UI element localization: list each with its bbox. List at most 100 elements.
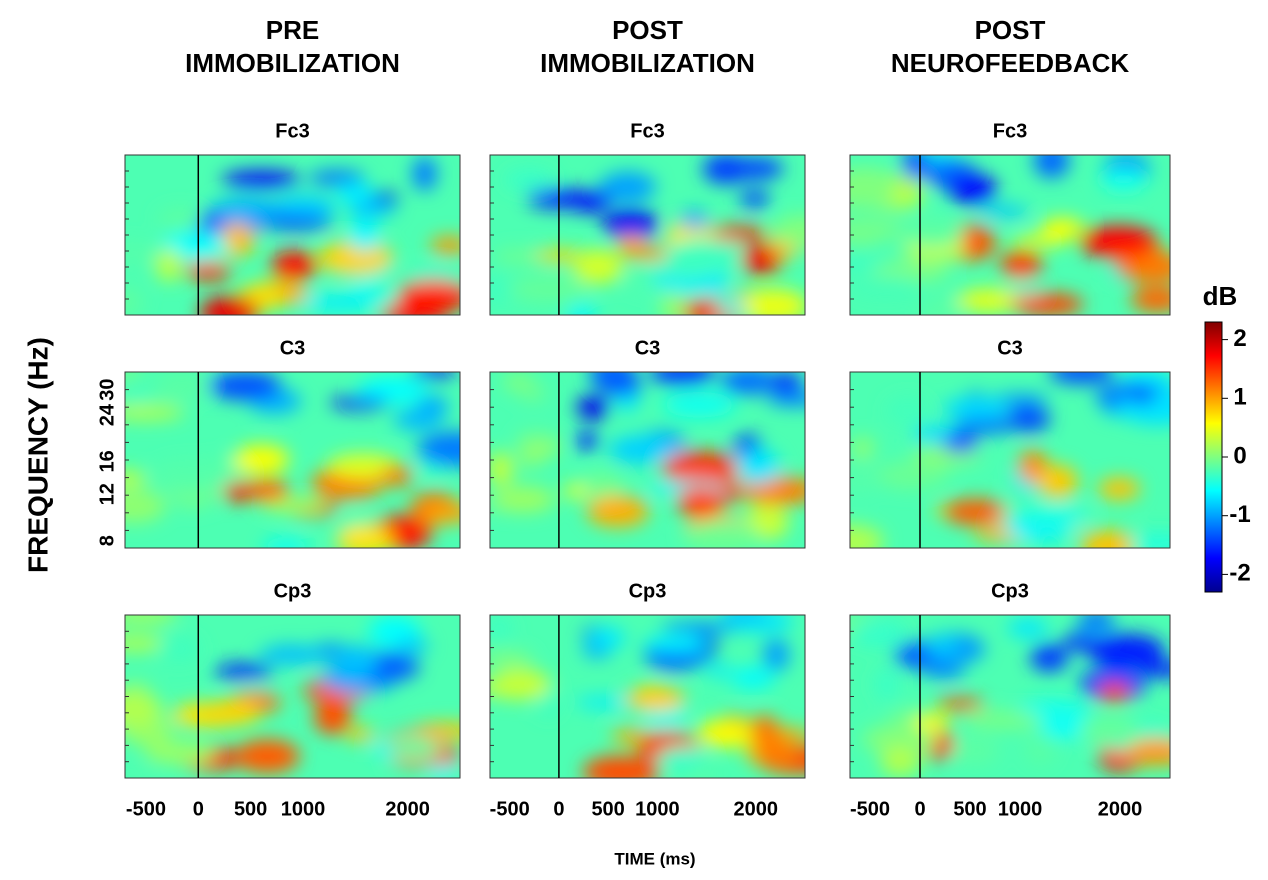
column-title: PRE [266,15,319,45]
blob [336,182,374,204]
blob [913,712,950,732]
blob [158,208,203,231]
blob [262,537,310,548]
y-tick-label: 16 [96,450,118,472]
x-tick-label: 1000 [998,798,1043,820]
blob [349,217,380,252]
blob [1037,464,1078,499]
blob [737,288,805,315]
blob [573,248,624,285]
blob [586,495,649,528]
blob [125,765,159,778]
blob [936,698,985,711]
blob [345,728,376,742]
x-axis-label: TIME (ms) [614,849,695,868]
blob [850,275,923,298]
blob [599,171,656,202]
blob [720,372,777,395]
blob [850,218,905,241]
blob [714,301,750,315]
blob [1012,234,1069,247]
blob [954,416,1018,435]
x-tick-label: 500 [591,798,624,820]
blob [144,741,215,765]
blob [942,397,1010,420]
blob [924,664,965,679]
x-tick-label: 0 [914,798,925,820]
blob [948,173,997,205]
heatmap [850,372,1170,548]
blob [702,155,750,185]
colorbar-tick-label: 2 [1233,325,1246,352]
blob [1097,682,1131,702]
blob [566,304,597,315]
blob [851,620,908,648]
blob [850,254,886,269]
blob [222,482,254,502]
blob [233,444,290,475]
blob [763,638,790,672]
x-tick-label: 2000 [1098,798,1143,820]
blob [318,241,394,275]
blob [261,498,328,512]
y-tick-label: 30 [96,378,118,400]
blob [706,226,769,242]
heatmap [125,372,460,548]
colorbar-tick-label: 1 [1233,384,1246,411]
blob [270,195,337,221]
blob [1007,618,1049,638]
blobs [850,155,1170,315]
blob [428,761,457,778]
blob [874,460,950,490]
blob [1116,253,1170,283]
blob [990,393,1050,406]
blob [643,635,709,653]
blob [1130,531,1170,548]
blob [902,155,930,181]
blob [258,645,327,665]
blobs [125,156,460,315]
blob [660,621,737,635]
blob [576,395,610,420]
blob [662,392,737,418]
panel-title: C3 [280,337,306,359]
blob [516,432,557,448]
blob [125,287,143,315]
blob [490,651,534,667]
blob [850,437,875,459]
blobs [490,615,805,778]
blob [358,376,427,404]
blob [696,719,757,748]
blob [410,372,457,379]
blob [749,715,780,744]
y-tick-label: 8 [96,535,118,546]
blob [125,489,166,523]
x-tick-label: 0 [553,798,564,820]
colorbar [1204,321,1223,593]
blob [380,302,447,315]
blob [739,190,771,208]
blob [271,250,318,280]
blob [301,294,376,311]
blob [602,208,659,240]
blob [769,372,803,393]
blob [943,498,1007,526]
blob [874,666,900,703]
blob [125,470,146,487]
blob [1129,387,1155,405]
blob [504,169,555,191]
blob [234,739,300,774]
blob [880,746,921,777]
y-tick-label: 12 [96,483,118,505]
heatmap [125,155,460,315]
blob [956,288,1022,313]
blob [1125,738,1170,766]
x-tick-label: -500 [850,798,890,820]
blob [381,466,413,487]
blob [721,615,769,624]
heatmap [490,372,805,548]
panel-title: C3 [635,337,661,359]
y-axis-label: FREQUENCY (Hz) [22,337,53,573]
blob [773,215,805,248]
blob [490,275,518,304]
